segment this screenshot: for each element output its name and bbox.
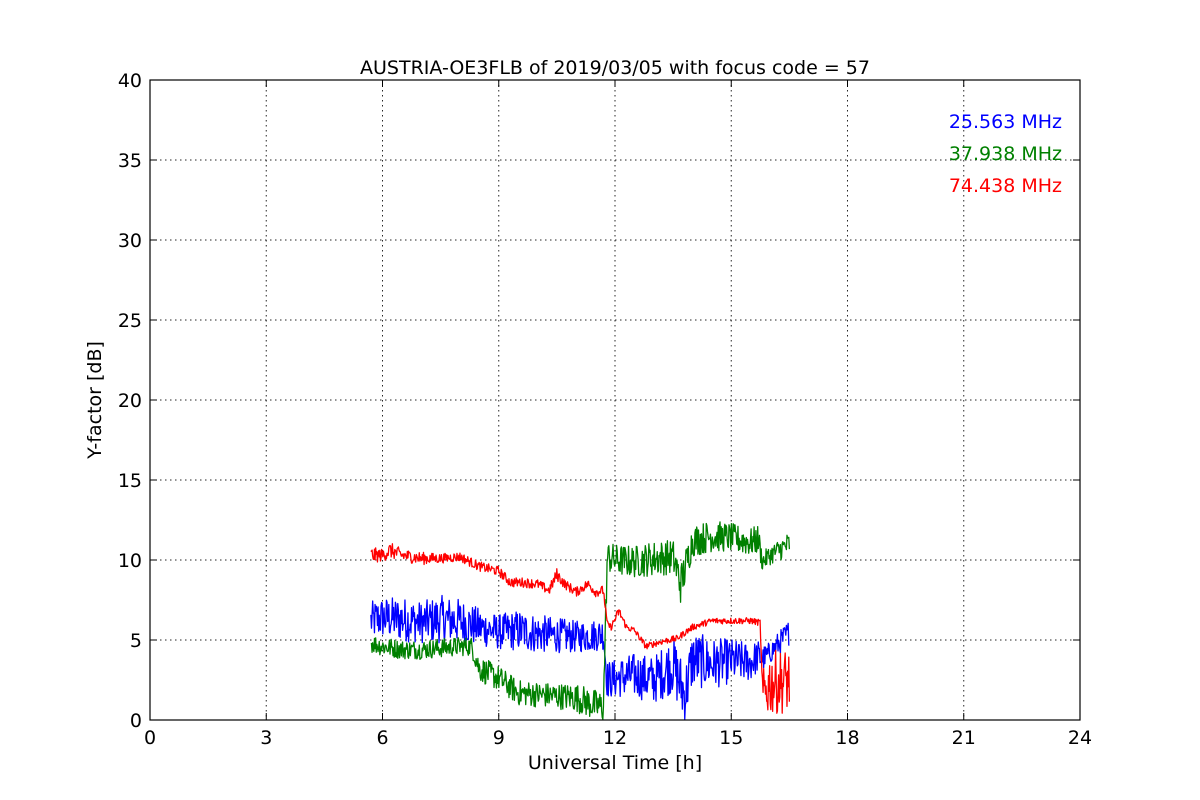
axis-ticks: 0 3 6 9 12 15 18 21 24 0 5 10 15 20 25 30 35 40 [118, 70, 1092, 749]
x-tick-label: 9 [493, 727, 505, 749]
legend-label: 74.438 MHz [949, 175, 1062, 197]
legend: 25.563 MHz 37.938 MHz 74.438 MHz [949, 111, 1062, 197]
series-group [370, 594, 790, 720]
legend-label: 37.938 MHz [949, 143, 1062, 165]
x-tick-label: 18 [835, 727, 859, 749]
x-axis-title: Universal Time [h] [528, 752, 702, 774]
x-tick-label: 3 [260, 727, 272, 749]
series-group [370, 521, 791, 720]
y-tick-label: 40 [118, 70, 142, 92]
series-layer [370, 521, 791, 720]
y-tick-label: 5 [130, 630, 142, 652]
y-axis-title: Y-factor [dB] [84, 341, 106, 460]
legend-label: 25.563 MHz [949, 111, 1062, 133]
series-line [370, 521, 791, 720]
x-tick-label: 15 [719, 727, 743, 749]
x-tick-label: 12 [603, 727, 627, 749]
series-group [370, 543, 791, 714]
y-tick-label: 15 [118, 470, 142, 492]
x-tick-label: 0 [144, 727, 156, 749]
series-line [370, 594, 790, 720]
grid-lines [150, 80, 1080, 720]
series-line [370, 543, 791, 714]
x-tick-label: 6 [376, 727, 388, 749]
y-tick-label: 0 [130, 710, 142, 732]
x-tick-label: 24 [1068, 727, 1092, 749]
x-tick-label: 21 [952, 727, 976, 749]
chart-title: AUSTRIA-OE3FLB of 2019/03/05 with focus … [360, 57, 870, 79]
y-tick-label: 10 [118, 550, 142, 572]
y-tick-label: 30 [118, 230, 142, 252]
y-tick-label: 20 [118, 390, 142, 412]
y-tick-label: 35 [118, 150, 142, 172]
y-tick-label: 25 [118, 310, 142, 332]
